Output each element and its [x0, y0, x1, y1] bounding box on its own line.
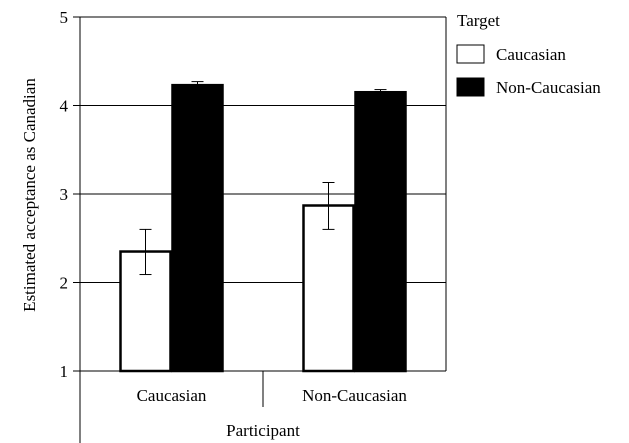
- y-tick-label: 3: [60, 185, 69, 204]
- y-tick-label: 5: [60, 8, 69, 27]
- legend-swatch: [456, 77, 485, 97]
- y-tick-label: 2: [60, 274, 69, 293]
- y-tick-label: 1: [60, 362, 69, 381]
- y-tick-label: 4: [60, 97, 69, 116]
- legend-entry: Caucasian: [496, 45, 566, 64]
- x-tick-labels: Caucasian Non-Caucasian: [137, 386, 408, 405]
- x-tick-label: Caucasian: [137, 386, 207, 405]
- x-tick-label: Non-Caucasian: [302, 386, 407, 405]
- bar: [302, 204, 355, 373]
- error-bars: [139, 81, 387, 276]
- y-axis-label: Estimated acceptance as Canadian: [20, 78, 39, 312]
- y-tick-labels: 1 2 3 4 5: [60, 8, 69, 381]
- x-axis-label: Participant: [226, 421, 300, 440]
- legend-entry: Non-Caucasian: [496, 78, 601, 97]
- axes: [79, 16, 447, 443]
- legend: Target Caucasian Non-Caucasian: [456, 11, 601, 97]
- bar: [171, 83, 224, 373]
- legend-title: Target: [457, 11, 500, 30]
- bar: [354, 90, 407, 373]
- legend-swatch: [456, 44, 485, 64]
- bars: [119, 83, 407, 373]
